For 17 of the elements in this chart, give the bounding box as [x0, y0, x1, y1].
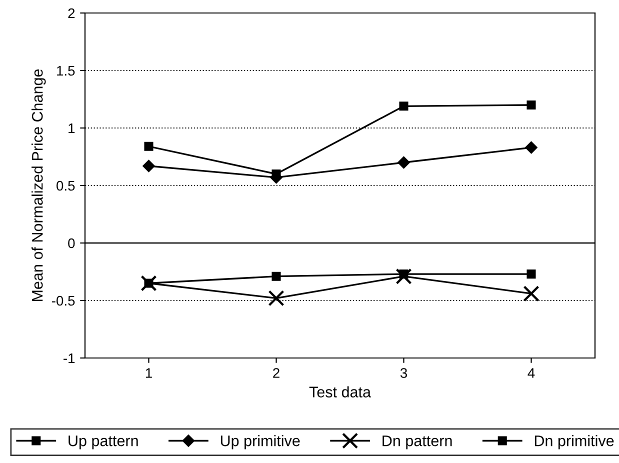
- legend-label: Dn pattern: [382, 436, 452, 450]
- legend-label: Up pattern: [68, 436, 138, 450]
- x-tick-label: 3: [400, 368, 407, 378]
- x-tick-label: 2: [273, 368, 280, 378]
- y-axis-title: Mean of Normalized Price Change: [32, 69, 46, 301]
- legend-label: Up primitive: [220, 435, 300, 450]
- y-tick-label: 1.5: [57, 66, 75, 76]
- y-tick-label: -0.5: [52, 296, 75, 306]
- y-tick-label: -1: [64, 353, 75, 364]
- y-tick-label: 0: [68, 238, 75, 248]
- y-tick-label: 2: [68, 8, 75, 18]
- y-tick-label: 1: [68, 123, 75, 134]
- x-tick-label: 4: [528, 368, 535, 378]
- x-axis-title: Test data: [309, 386, 371, 398]
- legend-label: Dn primitive: [534, 435, 614, 450]
- x-tick-label: 1: [146, 368, 152, 378]
- y-tick-label: 0.5: [56, 180, 75, 191]
